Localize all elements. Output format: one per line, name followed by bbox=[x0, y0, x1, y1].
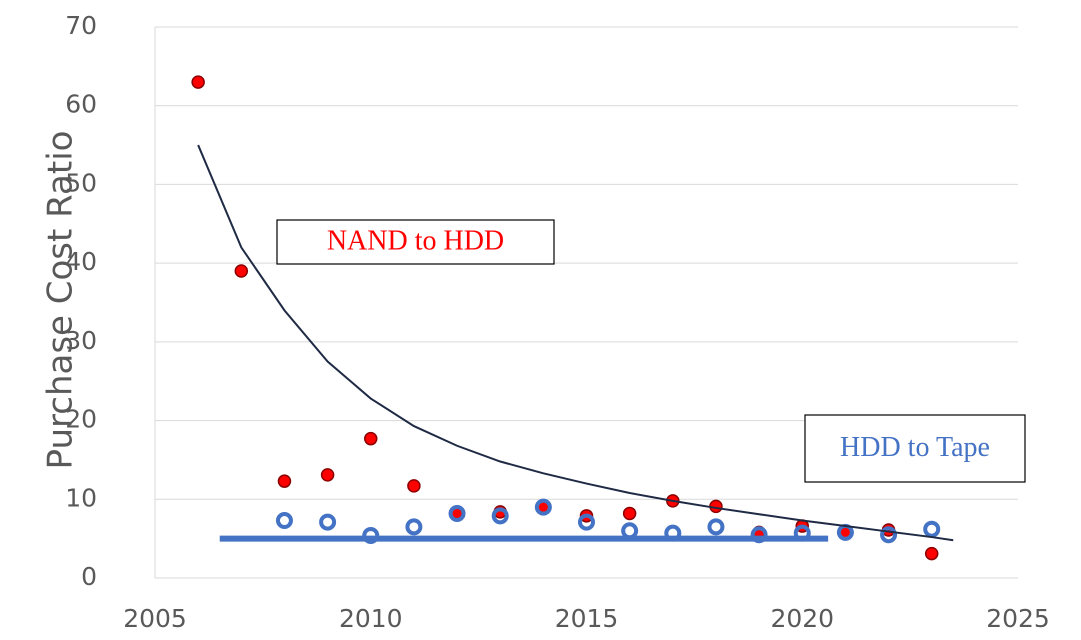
annotation: NAND to HDD bbox=[327, 225, 504, 256]
point bbox=[362, 526, 380, 544]
y-tick-label: 0 bbox=[81, 562, 97, 591]
y-tick-label: 10 bbox=[65, 483, 97, 512]
y-tick-label: 60 bbox=[65, 90, 97, 119]
y-tick-label: 70 bbox=[65, 11, 97, 40]
x-tick-label: 2015 bbox=[555, 604, 619, 633]
point bbox=[621, 522, 639, 540]
point bbox=[405, 518, 423, 536]
x-tick-label: 2010 bbox=[339, 604, 403, 633]
point bbox=[320, 468, 335, 482]
point bbox=[319, 513, 337, 531]
point bbox=[707, 518, 725, 536]
y-tick-label: 50 bbox=[65, 168, 97, 197]
point bbox=[578, 513, 595, 531]
point bbox=[407, 479, 421, 493]
y-axis-label: Purchase Cost Ratio bbox=[41, 131, 81, 470]
point bbox=[924, 546, 939, 561]
point bbox=[923, 520, 941, 538]
point bbox=[622, 506, 637, 521]
point bbox=[234, 264, 249, 278]
x-tick-label: 2020 bbox=[770, 604, 834, 633]
trend-line bbox=[197, 144, 954, 542]
annotation-box bbox=[276, 219, 555, 265]
annotation-box bbox=[804, 414, 1026, 483]
point bbox=[491, 507, 509, 525]
point bbox=[364, 431, 378, 446]
annotation: HDD to Tape bbox=[840, 432, 990, 463]
y-tick-label: 30 bbox=[65, 326, 97, 355]
y-tick-label: 40 bbox=[65, 247, 97, 276]
x-tick-label: 2025 bbox=[986, 604, 1050, 633]
point bbox=[277, 474, 292, 488]
y-tick-label: 20 bbox=[65, 405, 97, 434]
point bbox=[880, 526, 898, 544]
x-tick-label: 2005 bbox=[123, 604, 187, 633]
point bbox=[448, 504, 466, 522]
point bbox=[275, 512, 293, 530]
point bbox=[191, 75, 205, 89]
point bbox=[534, 498, 552, 516]
